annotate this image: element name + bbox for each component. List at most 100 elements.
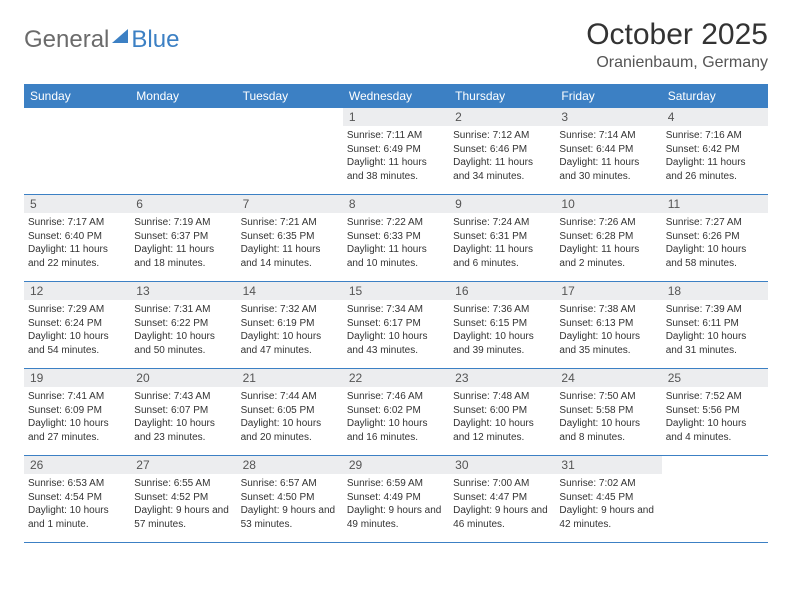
day-detail: Sunrise: 7:27 AMSunset: 6:26 PMDaylight:…: [662, 213, 768, 274]
calendar-day-cell: [662, 456, 768, 542]
day-number: 31: [555, 456, 661, 474]
day-number: 27: [130, 456, 236, 474]
sunset-text: Sunset: 6:33 PM: [347, 230, 445, 244]
day-number: 22: [343, 369, 449, 387]
calendar-day-cell: 9Sunrise: 7:24 AMSunset: 6:31 PMDaylight…: [449, 195, 555, 281]
calendar-day-cell: 14Sunrise: 7:32 AMSunset: 6:19 PMDayligh…: [237, 282, 343, 368]
daylight-text: Daylight: 11 hours and 18 minutes.: [134, 243, 232, 270]
daylight-text: Daylight: 9 hours and 49 minutes.: [347, 504, 445, 531]
daylight-text: Daylight: 10 hours and 47 minutes.: [241, 330, 339, 357]
day-detail: Sunrise: 7:34 AMSunset: 6:17 PMDaylight:…: [343, 300, 449, 361]
day-detail: Sunrise: 6:55 AMSunset: 4:52 PMDaylight:…: [130, 474, 236, 535]
day-number: 15: [343, 282, 449, 300]
daylight-text: Daylight: 9 hours and 46 minutes.: [453, 504, 551, 531]
calendar-week: 1 Sunrise: 7:11 AMSunset: 6:49 PM Daylight…: [24, 108, 768, 195]
sunset-text: Sunset: 5:56 PM: [666, 404, 764, 418]
sunrise-text: Sunrise: 7:50 AM: [559, 390, 657, 404]
day-number: 17: [555, 282, 661, 300]
sunrise-text: Sunrise: 6:53 AM: [28, 477, 126, 491]
day-number: 11: [662, 195, 768, 213]
calendar-body: 1 Sunrise: 7:11 AMSunset: 6:49 PM Daylight…: [24, 108, 768, 543]
sunset-text: Sunset: 6:26 PM: [666, 230, 764, 244]
calendar-week: 19Sunrise: 7:41 AMSunset: 6:09 PMDayligh…: [24, 369, 768, 456]
sunset-text: Sunset: 4:45 PM: [559, 491, 657, 505]
day-number: 21: [237, 369, 343, 387]
day-detail: Sunrise: 6:53 AMSunset: 4:54 PMDaylight:…: [24, 474, 130, 535]
sunset-text: Sunset: 4:54 PM: [28, 491, 126, 505]
daylight-text: Daylight: 10 hours and 27 minutes.: [28, 417, 126, 444]
daylight-text: Daylight: 9 hours and 42 minutes.: [559, 504, 657, 531]
calendar-day-cell: 30Sunrise: 7:00 AMSunset: 4:47 PMDayligh…: [449, 456, 555, 542]
day-number: 28: [237, 456, 343, 474]
sunset-text: Sunset: 6:22 PM: [134, 317, 232, 331]
weekday-header: Friday: [555, 84, 661, 108]
day-number: 14: [237, 282, 343, 300]
sunset-text: Sunset: 4:47 PM: [453, 491, 551, 505]
day-detail: Sunrise: 7:36 AMSunset: 6:15 PMDaylight:…: [449, 300, 555, 361]
daylight-text: Daylight: 10 hours and 58 minutes.: [666, 243, 764, 270]
day-detail: Sunrise: 7:26 AMSunset: 6:28 PMDaylight:…: [555, 213, 661, 274]
calendar-day-cell: 3Sunrise: 7:14 AMSunset: 6:44 PMDaylight…: [555, 108, 661, 194]
daylight-text: Daylight: 10 hours and 8 minutes.: [559, 417, 657, 444]
sunrise-text: Sunrise: 7:43 AM: [134, 390, 232, 404]
calendar-day-cell: 2Sunrise: 7:12 AMSunset: 6:46 PMDaylight…: [449, 108, 555, 194]
day-number: 13: [130, 282, 236, 300]
day-detail: Sunrise: 7:38 AMSunset: 6:13 PMDaylight:…: [555, 300, 661, 361]
sunrise-text: Sunrise: 7:11 AM: [347, 129, 445, 143]
calendar-day-cell: 25Sunrise: 7:52 AMSunset: 5:56 PMDayligh…: [662, 369, 768, 455]
day-detail: Sunrise: 7:46 AMSunset: 6:02 PMDaylight:…: [343, 387, 449, 448]
sunset-text: Sunset: 6:09 PM: [28, 404, 126, 418]
sunrise-text: Sunrise: 6:57 AM: [241, 477, 339, 491]
calendar-day-cell: 31Sunrise: 7:02 AMSunset: 4:45 PMDayligh…: [555, 456, 661, 542]
weekday-header-row: SundayMondayTuesdayWednesdayThursdayFrid…: [24, 84, 768, 108]
day-number: 7: [237, 195, 343, 213]
day-number: 1: [343, 108, 449, 126]
calendar-day-cell: 4Sunrise: 7:16 AMSunset: 6:42 PMDaylight…: [662, 108, 768, 194]
sunrise-text: Sunrise: 7:32 AM: [241, 303, 339, 317]
sunset-text: Sunset: 6:05 PM: [241, 404, 339, 418]
day-detail: Sunrise: 7:02 AMSunset: 4:45 PMDaylight:…: [555, 474, 661, 535]
sunrise-text: Sunrise: 7:00 AM: [453, 477, 551, 491]
daylight-text: Daylight: 11 hours and 10 minutes.: [347, 243, 445, 270]
day-number: 10: [555, 195, 661, 213]
daylight-text: Daylight: 9 hours and 57 minutes.: [134, 504, 232, 531]
calendar-day-cell: 5Sunrise: 7:17 AMSunset: 6:40 PMDaylight…: [24, 195, 130, 281]
sunrise-text: Sunrise: 7:26 AM: [559, 216, 657, 230]
daylight-text: Daylight: 11 hours and 30 minutes.: [559, 156, 657, 183]
sunrise-text: Sunrise: 7:31 AM: [134, 303, 232, 317]
day-number: 24: [555, 369, 661, 387]
sunset-text: Sunset: 5:58 PM: [559, 404, 657, 418]
day-detail: Sunrise: 7:48 AMSunset: 6:00 PMDaylight:…: [449, 387, 555, 448]
sunset-text: Sunset: 4:50 PM: [241, 491, 339, 505]
calendar-day-cell: 11Sunrise: 7:27 AMSunset: 6:26 PMDayligh…: [662, 195, 768, 281]
day-detail: Sunrise: 7:44 AMSunset: 6:05 PMDaylight:…: [237, 387, 343, 448]
daylight-text: Daylight: 11 hours and 34 minutes.: [453, 156, 551, 183]
sunset-text: Sunset: 6:49 PM: [347, 143, 445, 157]
calendar-day-cell: 17Sunrise: 7:38 AMSunset: 6:13 PMDayligh…: [555, 282, 661, 368]
sunset-text: Sunset: 6:02 PM: [347, 404, 445, 418]
day-number: 8: [343, 195, 449, 213]
daylight-text: Daylight: 11 hours and 6 minutes.: [453, 243, 551, 270]
calendar-day-cell: 15Sunrise: 7:34 AMSunset: 6:17 PMDayligh…: [343, 282, 449, 368]
sunrise-text: Sunrise: 7:22 AM: [347, 216, 445, 230]
day-number: 12: [24, 282, 130, 300]
sunrise-text: Sunrise: 7:27 AM: [666, 216, 764, 230]
weekday-header: Thursday: [449, 84, 555, 108]
page-title: October 2025: [586, 18, 768, 52]
daylight-text: Daylight: 10 hours and 16 minutes.: [347, 417, 445, 444]
daylight-text: Daylight: 10 hours and 54 minutes.: [28, 330, 126, 357]
sunrise-text: Sunrise: 7:34 AM: [347, 303, 445, 317]
sunrise-text: Sunrise: 7:29 AM: [28, 303, 126, 317]
day-detail: Sunrise: 7:21 AMSunset: 6:35 PMDaylight:…: [237, 213, 343, 274]
daylight-text: Daylight: 11 hours and 26 minutes.: [666, 156, 764, 183]
calendar-day-cell: 24 Sunrise: 7:50 AMSunset: 5:58 PMDayligh…: [555, 369, 661, 455]
calendar-day-cell: 6Sunrise: 7:19 AMSunset: 6:37 PMDaylight…: [130, 195, 236, 281]
sunset-text: Sunset: 6:44 PM: [559, 143, 657, 157]
daylight-text: Daylight: 10 hours and 31 minutes.: [666, 330, 764, 357]
calendar: SundayMondayTuesdayWednesdayThursdayFrid…: [24, 84, 768, 543]
day-number: 4: [662, 108, 768, 126]
calendar-day-cell: 18Sunrise: 7:39 AMSunset: 6:11 PMDayligh…: [662, 282, 768, 368]
daylight-text: Daylight: 9 hours and 53 minutes.: [241, 504, 339, 531]
day-number: 2: [449, 108, 555, 126]
calendar-day-cell: 1Sunrise: 7:11 AMSunset: 6:49 PMDaylight…: [343, 108, 449, 194]
